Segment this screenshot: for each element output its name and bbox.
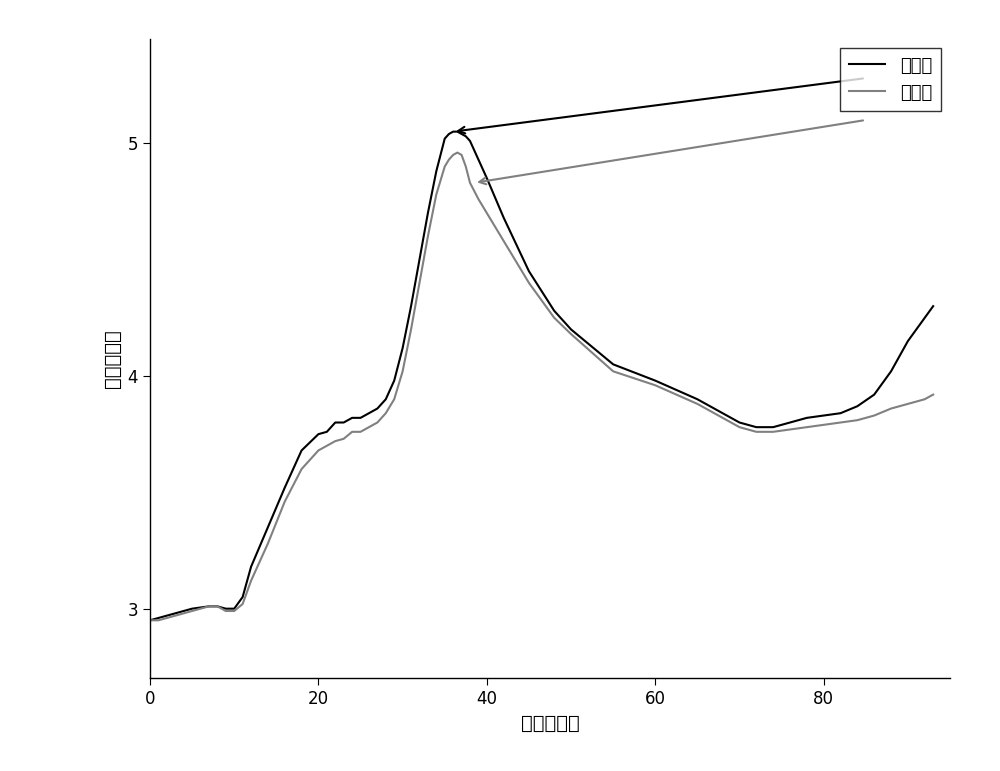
计算值 (447, 127, 459, 136)
计算值 (691, 395, 703, 404)
实测值 (312, 446, 324, 455)
计算值 (902, 336, 914, 345)
实测值 (548, 313, 560, 322)
计算值 (144, 616, 156, 625)
计算值 (548, 306, 560, 315)
实测值 (902, 399, 914, 409)
计算值 (927, 301, 939, 311)
X-axis label: 时间（天）: 时间（天） (521, 714, 579, 733)
实测值 (321, 441, 333, 450)
Y-axis label: 水位（米）: 水位（米） (103, 329, 122, 388)
Legend: 计算值, 实测值: 计算值, 实测值 (840, 48, 941, 111)
计算值 (801, 413, 813, 423)
实测值 (691, 399, 703, 409)
实测值 (451, 148, 463, 157)
计算值 (321, 427, 333, 436)
实测值 (801, 423, 813, 432)
实测值 (927, 390, 939, 399)
实测值 (144, 616, 156, 625)
Line: 计算值: 计算值 (150, 132, 933, 621)
Line: 实测值: 实测值 (150, 153, 933, 621)
计算值 (312, 429, 324, 439)
